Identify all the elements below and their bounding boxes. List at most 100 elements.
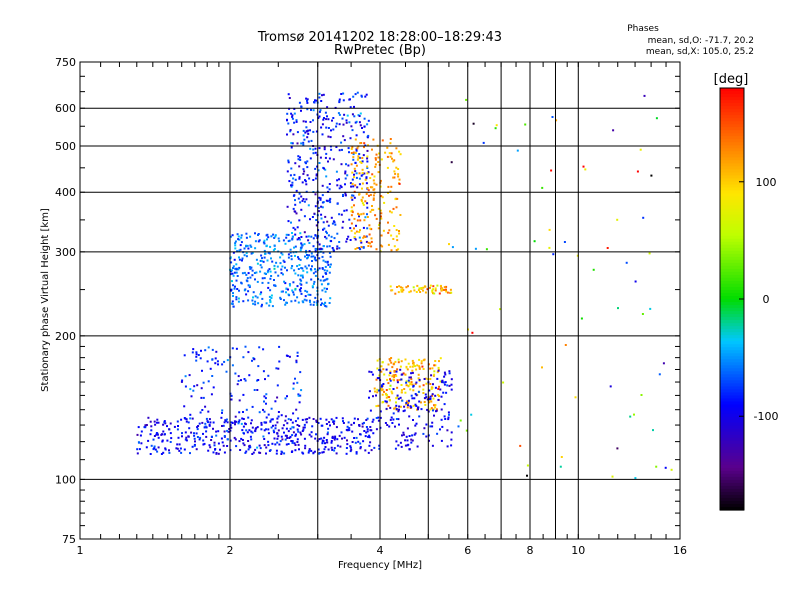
scatter-point [361,127,363,129]
scatter-point [288,355,291,358]
scatter-point [176,443,179,446]
scatter-point [324,156,327,159]
grid-lines [80,62,680,539]
scatter-point [234,244,237,247]
scatter-point [291,181,294,184]
scatter-point [312,109,315,112]
scatter-point [349,445,352,448]
scatter-point [422,432,425,435]
scatter-point [396,379,399,382]
scatter-point [381,361,384,364]
scatter-point [297,443,300,446]
scatter-point [296,428,299,431]
scatter-point [302,141,305,144]
scatter-point [375,248,378,251]
scatter-point [616,447,619,450]
scatter-point [278,240,281,243]
scatter-point [354,232,357,235]
scatter-point [202,443,205,446]
scatter-point [374,163,377,166]
scatter-point [398,182,401,185]
scatter-point [173,425,176,428]
scatter-point [260,423,263,426]
scatter-point [353,421,355,424]
scatter-point [390,211,393,214]
scatter-point [417,373,420,376]
colorbar-segment [720,470,744,475]
scatter-point [312,303,315,306]
scatter-point [291,289,294,292]
scatter-point [136,433,139,436]
scatter-point [341,148,343,151]
scatter-point [302,134,305,137]
scatter-point [284,419,287,422]
scatter-point [321,194,324,197]
scatter-point [305,126,308,129]
colorbar-segment [720,103,744,107]
scatter-point [323,146,326,149]
scatter-point [439,388,442,391]
scatter-point [310,278,313,281]
scatter-point [292,194,295,197]
scatter-point [328,199,331,202]
scatter-point [346,443,349,446]
scatter-point [395,370,398,373]
scatter-point [407,399,410,402]
scatter-point [432,292,434,295]
scatter-point [433,373,436,376]
scatter-point [380,385,383,388]
x-tick-label: 2 [227,544,234,557]
scatter-point [310,235,313,238]
scatter-point [311,425,314,428]
scatter-point [353,173,355,176]
scatter-point [349,182,352,185]
scatter-point [176,420,179,423]
scatter-point [320,126,323,129]
scatter-point [326,433,329,436]
scatter-point [187,421,190,424]
scatter-point [394,406,397,409]
scatter-point [351,211,354,214]
scatter-point [350,196,353,199]
scatter-point [288,97,291,99]
scatter-point [291,421,294,424]
scatter-point [272,249,275,252]
scatter-point [331,448,334,451]
scatter-point [393,245,396,248]
scatter-point [246,244,249,247]
scatter-point [328,183,331,185]
scatter-point [299,290,302,293]
scatter-point [245,236,248,239]
scatter-point [223,360,226,363]
scatter-point [388,374,391,377]
scatter-point [232,295,234,297]
stats-heading: Phases [627,24,659,34]
scatter-point [399,405,402,408]
scatter-point [291,434,294,437]
scatter-point [314,256,317,259]
scatter-point [249,276,252,279]
colorbar-segment [720,314,744,318]
scatter-point [450,383,453,386]
colorbar-tick-label: 0 [763,293,770,306]
scatter-point [278,345,281,348]
scatter-point [439,357,442,360]
scatter-point [634,477,637,480]
scatter-point [254,430,257,433]
scatter-point [328,245,331,248]
scatter-point [298,192,301,195]
scatter-point [312,451,315,454]
scatter-point [314,147,317,150]
scatter-point [362,203,365,206]
scatter-point [450,161,453,164]
scatter-point [356,247,359,249]
scatter-point [212,386,215,389]
scatter-point [285,434,288,437]
scatter-point [375,183,378,186]
scatter-point [320,283,323,286]
scatter-point [409,405,412,408]
scatter-point [323,303,325,306]
scatter-point [377,416,380,419]
scatter-point [136,452,139,455]
scatter-point [237,238,240,241]
